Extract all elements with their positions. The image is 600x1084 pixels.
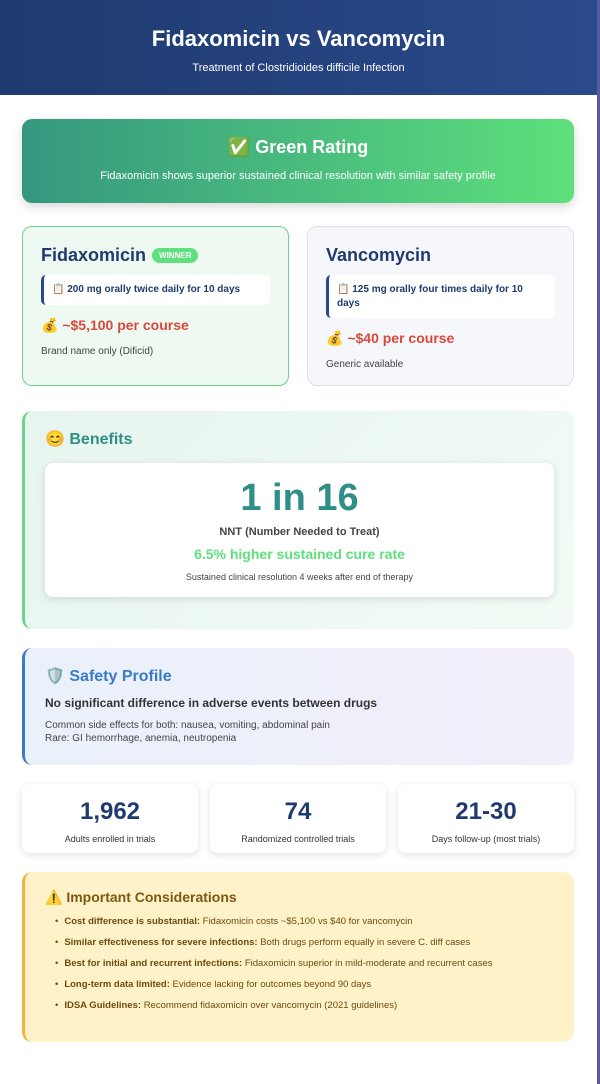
drug-name: Fidaxomicin (41, 245, 147, 265)
cost: 💰 ~$5,100 per course (41, 317, 270, 334)
stat-value: 1,962 (79, 798, 141, 825)
consideration-label: Cost difference is substantial: (64, 916, 200, 927)
nnt-box: 1 in 16 NNT (Number Needed to Treat) 6.5… (45, 463, 554, 597)
rating-card: ✅ Green Rating Fidaxomicin shows superio… (22, 119, 574, 203)
stat-label: Adults enrolled in trials (64, 834, 156, 844)
icon: 💰 (41, 316, 59, 333)
header: Fidaxomicin vs Vancomycin Treatment of C… (0, 0, 597, 95)
consideration-label: Best for initial and recurrent infection… (64, 958, 243, 969)
drug-note: Brand name only (Dificid) (41, 345, 154, 357)
consideration-label: Similar effectiveness for severe infecti… (64, 937, 258, 948)
cost-text: ~$40 per course (347, 330, 455, 346)
consideration-text: Recommend fidaxomicin over vancomycin (2… (143, 1000, 398, 1011)
consideration-label: IDSA Guidelines: (64, 1000, 142, 1011)
stat-value: 21-30 (455, 798, 517, 825)
icon: 💰 (326, 330, 344, 346)
rating-title: ✅ Green Rating (22, 137, 574, 158)
rating-label: Green Rating (255, 137, 369, 157)
considerations-card: ⚠️ Important Considerations Cost differe… (22, 872, 574, 1042)
benefit-note: Sustained clinical resolution 4 weeks af… (185, 572, 414, 582)
consideration-item: Cost difference is substantial: Fidaxomi… (55, 916, 554, 927)
consideration-item: Long-term data limited: Evidence lacking… (55, 979, 554, 990)
stat-card: 21-30 Days follow-up (most trials) (398, 784, 574, 853)
icon: 📋 (337, 284, 350, 295)
consideration-text: Fidaxomicin costs ~$5,100 vs $40 for van… (202, 916, 413, 927)
icon: 📋 (52, 284, 65, 295)
dosing: 📋 200 mg orally twice daily for 10 days (41, 275, 270, 305)
drug-name-row: Fidaxomicin WINNER (41, 245, 270, 266)
cost-text: ~$5,100 per course (62, 316, 189, 333)
badge: WINNER (152, 248, 199, 263)
icon: 😊 (45, 431, 65, 448)
consideration-item: Similar effectiveness for severe infecti… (55, 937, 554, 948)
stat-value: 74 (284, 798, 312, 825)
title: Fidaxomicin vs Vancomycin (151, 26, 446, 51)
dosing-text: 125 mg orally four times daily for 10 da… (337, 284, 523, 309)
consideration-label: Long-term data limited: (64, 979, 170, 990)
icon: ✅ (227, 137, 251, 157)
stat-label: Days follow-up (most trials) (431, 834, 541, 844)
stat-label: Randomized controlled trials (241, 834, 355, 844)
considerations-list: Cost difference is substantial: Fidaxomi… (45, 916, 554, 1011)
consideration-item: Best for initial and recurrent infection… (55, 958, 554, 969)
consideration-text: Fidaxomicin superior in mild-moderate an… (244, 958, 493, 969)
subtitle: Treatment of Clostridioides difficile In… (192, 62, 405, 74)
drug-card: Fidaxomicin WINNER 📋 200 mg orally twice … (22, 226, 289, 386)
icon: ⚠️ (45, 889, 63, 905)
safety-summary: No significant difference in adverse eve… (45, 696, 378, 710)
drug-name: Vancomycin (326, 245, 432, 265)
drug-note: Generic available (326, 359, 404, 370)
consideration-item: IDSA Guidelines: Recommend fidaxomicin o… (55, 1000, 554, 1011)
rating-text: Fidaxomicin shows superior sustained cli… (100, 170, 496, 182)
safety-line: Rare: GI hemorrhage, anemia, neutropenia (45, 733, 237, 744)
drug-card: Vancomycin 📋 125 mg orally four times da… (307, 226, 574, 386)
benefits-card: 😊 Benefits 1 in 16 NNT (Number Needed to… (22, 411, 574, 629)
section-label: Benefits (69, 431, 133, 448)
highlight: 6.5% higher sustained cure rate (194, 546, 405, 562)
section-title: 😊 Benefits (45, 429, 554, 449)
nnt: 1 in 16 (240, 477, 359, 519)
dosing: 📋 125 mg orally four times daily for 10 … (326, 275, 555, 318)
nnt-label: NNT (Number Needed to Treat) (219, 526, 380, 538)
safety-line: Common side effects for both: nausea, vo… (45, 720, 330, 731)
stat-card: 74 Randomized controlled trials (210, 784, 386, 853)
section-label: Safety Profile (69, 668, 172, 685)
section-title: 🛡️ Safety Profile (45, 666, 554, 686)
consideration-text: Evidence lacking for outcomes beyond 90 … (172, 979, 372, 990)
safety-card: 🛡️ Safety Profile No significant differe… (22, 648, 574, 765)
stat-card: 1,962 Adults enrolled in trials (22, 784, 198, 853)
dosing-text: 200 mg orally twice daily for 10 days (67, 284, 241, 295)
icon: 🛡️ (45, 668, 65, 685)
section-label: Important Considerations (66, 889, 237, 905)
consideration-text: Both drugs perform equally in severe C. … (260, 937, 471, 948)
section-title: ⚠️ Important Considerations (45, 889, 554, 906)
cost: 💰 ~$40 per course (326, 330, 555, 347)
